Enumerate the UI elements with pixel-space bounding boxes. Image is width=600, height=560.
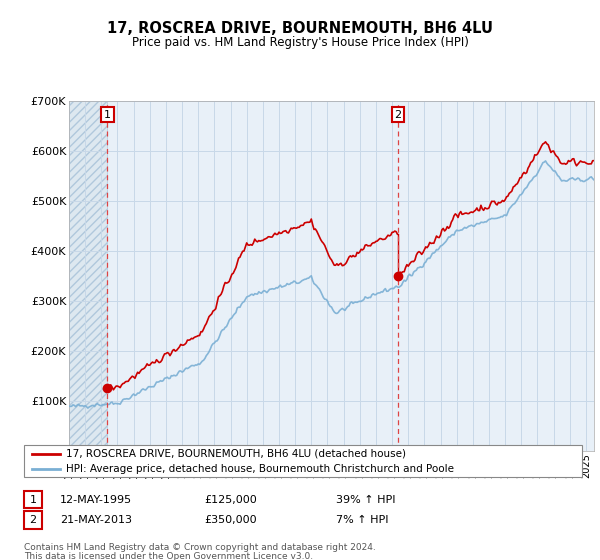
Text: £125,000: £125,000 <box>204 494 257 505</box>
Text: 2: 2 <box>394 110 401 119</box>
Text: Price paid vs. HM Land Registry's House Price Index (HPI): Price paid vs. HM Land Registry's House … <box>131 36 469 49</box>
Bar <box>69 101 107 451</box>
Text: 21-MAY-2013: 21-MAY-2013 <box>60 515 132 525</box>
FancyBboxPatch shape <box>24 445 582 477</box>
Text: 17, ROSCREA DRIVE, BOURNEMOUTH, BH6 4LU: 17, ROSCREA DRIVE, BOURNEMOUTH, BH6 4LU <box>107 21 493 36</box>
Text: 39% ↑ HPI: 39% ↑ HPI <box>336 494 395 505</box>
Text: 17, ROSCREA DRIVE, BOURNEMOUTH, BH6 4LU (detached house): 17, ROSCREA DRIVE, BOURNEMOUTH, BH6 4LU … <box>66 449 406 459</box>
Text: This data is licensed under the Open Government Licence v3.0.: This data is licensed under the Open Gov… <box>24 552 313 560</box>
Text: 1: 1 <box>104 110 111 119</box>
FancyBboxPatch shape <box>24 491 42 508</box>
Text: 1: 1 <box>29 494 37 505</box>
Text: 2: 2 <box>29 515 37 525</box>
Text: £350,000: £350,000 <box>204 515 257 525</box>
Text: 12-MAY-1995: 12-MAY-1995 <box>60 494 132 505</box>
FancyBboxPatch shape <box>24 511 42 529</box>
Text: 7% ↑ HPI: 7% ↑ HPI <box>336 515 389 525</box>
Text: HPI: Average price, detached house, Bournemouth Christchurch and Poole: HPI: Average price, detached house, Bour… <box>66 464 454 474</box>
Bar <box>69 101 107 451</box>
Text: Contains HM Land Registry data © Crown copyright and database right 2024.: Contains HM Land Registry data © Crown c… <box>24 543 376 552</box>
